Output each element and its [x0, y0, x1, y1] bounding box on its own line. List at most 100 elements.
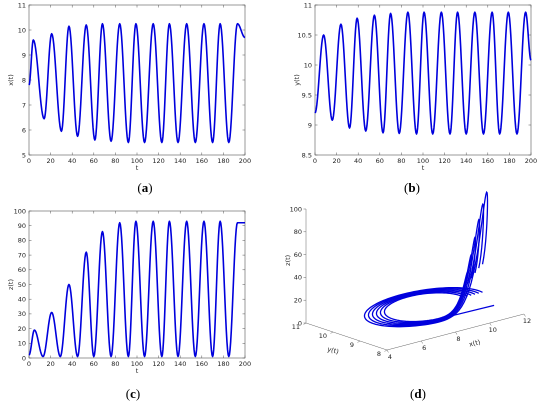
y-tick-label: 8	[22, 76, 26, 84]
x-tick-label: 140	[174, 157, 186, 165]
y-tick-mark	[330, 331, 334, 334]
x-tick-label: 6	[422, 344, 426, 352]
x-tick-label: 0	[27, 360, 31, 368]
x-tick-label: 60	[376, 157, 384, 165]
y-tick-mark	[357, 340, 361, 343]
x-tick-mark	[386, 349, 389, 353]
x-tick-label: 0	[313, 157, 317, 165]
y-tick-label: 8.5	[302, 151, 312, 159]
y-tick-label: 11	[304, 1, 312, 9]
x-tick-label: 160	[196, 360, 208, 368]
x-tick-label: 4	[388, 353, 392, 361]
panel-d-phase-portrait: 4 6 8 10 12 8 9 10 110 20 40 60 80 100 x(t) y(t) z(t)	[284, 190, 531, 361]
y-tick-label: 10.5	[298, 31, 312, 39]
x-axis-label: t	[136, 367, 139, 375]
y-tick-label: 6	[22, 126, 26, 134]
series-line	[28, 220, 246, 358]
x-tick-label: 120	[438, 157, 450, 165]
caption-a: (a)	[137, 180, 152, 195]
panel-a-time-series-x: 0 20 40 60 80 100 120 140 160 180 200 5 6 7 8 9 10 11 t x(t…	[7, 1, 251, 172]
y-tick-label: 11	[292, 323, 300, 331]
x-tick-mark	[489, 322, 492, 326]
z-tick-label: 40	[294, 274, 302, 282]
x-tick-label: 10	[489, 326, 497, 334]
x-tick-label: 80	[111, 360, 119, 368]
x-axis-label: t	[136, 164, 139, 172]
trajectory-loop	[363, 190, 489, 328]
y-tick-label: 60	[18, 266, 26, 274]
x-tick-label: 40	[68, 360, 76, 368]
trajectory-tail	[437, 304, 495, 320]
y-tick-label: 9	[350, 341, 354, 349]
y-tick-label: 50	[18, 281, 26, 289]
x-tick-label: 120	[152, 360, 164, 368]
z-tick-label: 60	[294, 251, 302, 259]
x-tick-label: 0	[27, 157, 31, 165]
y-tick-label: 10	[319, 332, 327, 340]
x-tick-label: 180	[217, 157, 229, 165]
panel-b-time-series-y: 0 20 40 60 80 100 120 140 160 180 200 8.5 9 9.5 10 10.5…	[293, 1, 537, 172]
y-tick-label: 90	[18, 222, 26, 230]
x-tick-label: 140	[460, 157, 472, 165]
caption-b: (b)	[404, 180, 420, 195]
series-line	[28, 22, 246, 144]
x-tick-label: 60	[90, 360, 98, 368]
x-tick-label: 140	[174, 360, 186, 368]
y-tick-label: 11	[18, 1, 26, 9]
x-tick-mark	[523, 313, 526, 317]
x-axis-label: t	[422, 164, 425, 172]
x-tick-label: 180	[503, 157, 515, 165]
y-tick-label: 30	[18, 310, 26, 318]
x-tick-label: 100	[131, 157, 143, 165]
x-tick-label: 200	[239, 360, 251, 368]
z-tick-label: 0	[298, 319, 302, 327]
z-tick-label: 80	[294, 228, 302, 236]
y-tick-label: 9.5	[302, 91, 312, 99]
y-tick-label: 100	[14, 207, 26, 215]
trajectory-loop	[371, 218, 481, 326]
y-tick-mark	[384, 349, 388, 352]
x-tick-label: 200	[239, 157, 251, 165]
x-tick-label: 80	[111, 157, 119, 165]
y-tick-label: 20	[18, 325, 26, 333]
trajectory-loop	[375, 236, 477, 325]
panel-c-time-series-z: 0 20 40 60 80 100 120 140 160 180 200 0 10 20 30 40 50 60…	[7, 207, 251, 375]
y-axis-label: x(t)	[7, 74, 15, 85]
y-tick-label: 80	[18, 237, 26, 245]
x-tick-label: 160	[482, 157, 494, 165]
y-tick-label: 10	[18, 340, 26, 348]
x-tick-label: 180	[217, 360, 229, 368]
x-tick-label: 60	[90, 157, 98, 165]
y-axis-label: y(t)	[326, 345, 339, 356]
x-tick-label: 40	[68, 157, 76, 165]
y-tick-label: 40	[18, 296, 26, 304]
x-tick-mark	[421, 340, 423, 344]
x-tick-label: 100	[131, 360, 143, 368]
x-tick-label: 20	[46, 360, 54, 368]
x-tick-label: 100	[417, 157, 429, 165]
trajectory-loop	[367, 202, 485, 327]
y-tick-label: 10	[18, 26, 26, 34]
series-line	[314, 11, 532, 135]
y-axis-label: y(t)	[293, 74, 301, 85]
x-tick-label: 20	[46, 157, 54, 165]
y-tick-label: 5	[22, 151, 26, 159]
x-tick-label: 80	[397, 157, 405, 165]
y-tick-label: 9	[22, 51, 26, 59]
x-tick-label: 40	[354, 157, 362, 165]
y-tick-label: 0	[22, 354, 26, 362]
x-tick-label: 200	[525, 157, 537, 165]
z-axis-label: z(t)	[284, 255, 292, 266]
x-tick-label: 120	[152, 157, 164, 165]
x-tick-mark	[455, 331, 458, 335]
x-tick-label: 8	[456, 335, 460, 343]
y-tick-label: 9	[308, 121, 312, 129]
x-tick-label: 160	[196, 157, 208, 165]
y-tick-label: 7	[22, 101, 26, 109]
x-axis-label: x(t)	[468, 338, 481, 349]
caption-d: (d)	[410, 386, 426, 401]
caption-c: (c)	[126, 386, 140, 401]
y-axis-label: z(t)	[7, 279, 15, 290]
x-tick-label: 20	[332, 157, 340, 165]
